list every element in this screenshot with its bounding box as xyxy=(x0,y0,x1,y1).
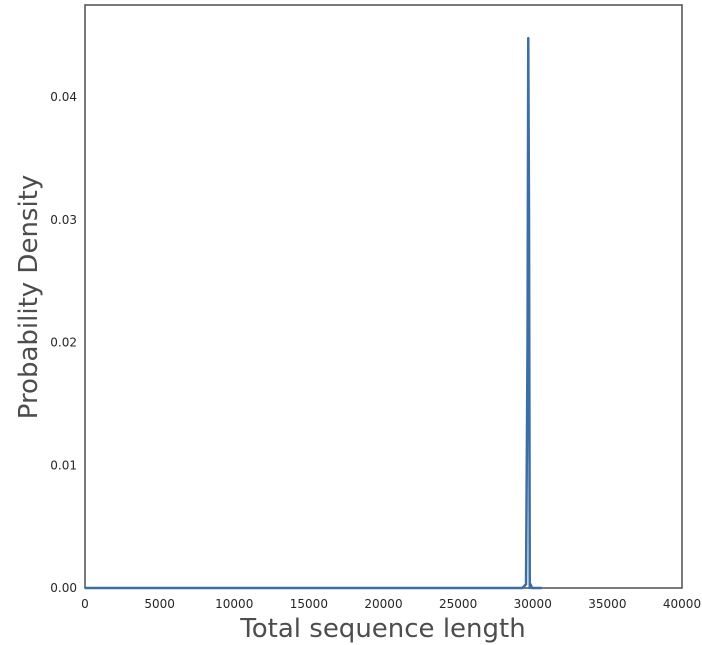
y-axis-ticks: 0.00 0.01 0.02 0.03 0.04 xyxy=(50,90,77,595)
x-tick-label: 20000 xyxy=(364,597,402,611)
x-tick-label: 10000 xyxy=(215,597,253,611)
y-tick-label: 0.04 xyxy=(50,90,77,104)
x-tick-label: 5000 xyxy=(144,597,175,611)
x-axis-ticks: 0 5000 10000 15000 20000 25000 30000 35000 40000 xyxy=(81,597,701,611)
series-layer xyxy=(85,36,542,590)
x-tick-label: 40000 xyxy=(663,597,701,611)
x-axis-label: Total sequence length xyxy=(239,614,525,644)
y-tick-label: 0.02 xyxy=(50,336,77,350)
y-axis-label: Probability Density xyxy=(14,175,44,420)
y-tick-label: 0.03 xyxy=(50,213,77,227)
density-curve xyxy=(85,36,542,590)
x-tick-label: 35000 xyxy=(588,597,626,611)
y-tick-label: 0.00 xyxy=(50,581,77,595)
x-tick-label: 25000 xyxy=(439,597,477,611)
x-tick-label: 30000 xyxy=(514,597,552,611)
x-tick-label: 15000 xyxy=(290,597,328,611)
plot-area xyxy=(84,4,683,589)
y-tick-label: 0.01 xyxy=(50,458,77,472)
x-tick-label: 0 xyxy=(81,597,89,611)
